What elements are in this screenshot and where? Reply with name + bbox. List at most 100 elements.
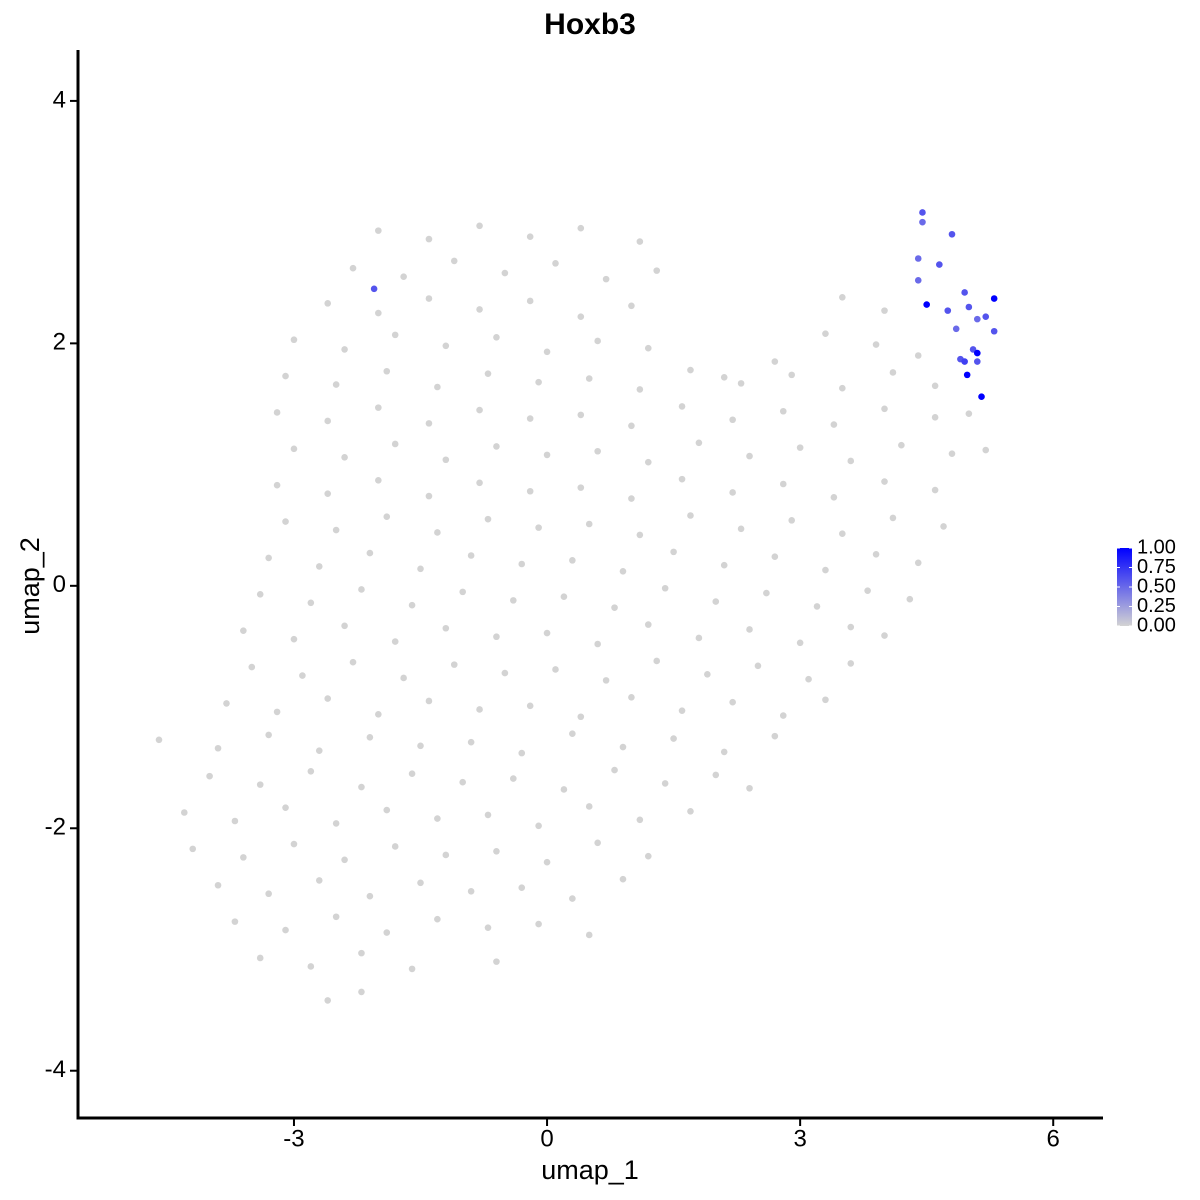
point xyxy=(644,852,652,860)
point xyxy=(391,843,399,850)
point xyxy=(370,285,378,293)
point xyxy=(585,931,593,939)
point xyxy=(619,743,627,751)
x-tick-label: 3 xyxy=(793,1125,806,1152)
point xyxy=(543,629,551,637)
point xyxy=(484,370,492,377)
point xyxy=(881,478,888,485)
point xyxy=(315,747,323,754)
colorbar-tick-label: 0.50 xyxy=(1137,575,1176,597)
point xyxy=(729,416,736,424)
point xyxy=(619,875,627,883)
point xyxy=(737,525,745,533)
point xyxy=(526,702,534,710)
point xyxy=(189,845,197,853)
point xyxy=(577,713,585,721)
point xyxy=(611,604,618,611)
point xyxy=(467,552,475,559)
point xyxy=(180,809,188,816)
point xyxy=(526,233,534,240)
chart-title: Hoxb3 xyxy=(544,8,636,41)
point xyxy=(315,563,323,570)
point xyxy=(391,440,399,448)
point xyxy=(822,330,829,337)
point xyxy=(670,735,677,742)
point xyxy=(484,924,492,931)
point xyxy=(341,856,348,864)
point xyxy=(324,695,332,702)
colorbar xyxy=(1117,548,1132,626)
point xyxy=(839,294,846,301)
point xyxy=(974,349,981,357)
point xyxy=(332,820,340,827)
point xyxy=(223,700,230,707)
point xyxy=(240,854,247,861)
point xyxy=(974,315,981,323)
point xyxy=(585,520,593,528)
point xyxy=(687,366,694,374)
point xyxy=(332,913,340,921)
point xyxy=(442,624,450,632)
point xyxy=(484,515,492,523)
point xyxy=(830,421,838,428)
point xyxy=(476,406,483,414)
point xyxy=(282,926,289,934)
point xyxy=(771,358,779,365)
point xyxy=(952,325,960,333)
point xyxy=(552,666,559,673)
point xyxy=(602,677,610,684)
point xyxy=(341,454,348,461)
point xyxy=(830,494,838,501)
point xyxy=(535,378,542,386)
point xyxy=(231,918,239,925)
point xyxy=(290,336,298,344)
point xyxy=(425,420,433,427)
point xyxy=(687,807,694,815)
point xyxy=(644,458,652,466)
point xyxy=(349,658,357,666)
point xyxy=(914,352,922,359)
point xyxy=(366,549,374,557)
point xyxy=(864,587,871,594)
point xyxy=(948,230,956,238)
point xyxy=(628,302,635,310)
point xyxy=(644,621,652,628)
colorbar-tick-label: 0.25 xyxy=(1137,595,1176,617)
point xyxy=(383,513,391,521)
point xyxy=(847,660,855,667)
point xyxy=(290,635,298,643)
point xyxy=(375,227,382,234)
point xyxy=(839,530,846,537)
point xyxy=(467,738,475,746)
point xyxy=(847,457,855,465)
point xyxy=(341,346,348,353)
point xyxy=(349,264,357,272)
point xyxy=(961,358,968,365)
point xyxy=(442,851,450,859)
point xyxy=(543,451,551,459)
point xyxy=(265,890,272,898)
point xyxy=(391,331,399,339)
point xyxy=(906,595,914,603)
point xyxy=(779,712,787,719)
x-tick-label: 0 xyxy=(540,1125,553,1152)
point xyxy=(493,848,500,855)
point xyxy=(383,929,391,936)
point xyxy=(720,374,728,381)
point xyxy=(408,601,416,609)
point xyxy=(889,514,897,522)
point xyxy=(889,369,897,376)
point xyxy=(400,674,407,682)
x-tick-label: 6 xyxy=(1047,1125,1060,1152)
point xyxy=(594,839,601,847)
point xyxy=(754,662,762,670)
colorbar-tick-label: 0.00 xyxy=(1137,614,1176,636)
point xyxy=(602,275,610,283)
x-axis-label: umap_1 xyxy=(541,1155,639,1185)
point xyxy=(931,486,939,494)
point xyxy=(628,422,635,430)
point xyxy=(256,781,264,788)
point xyxy=(712,598,720,605)
point xyxy=(872,550,880,558)
point xyxy=(653,267,661,274)
